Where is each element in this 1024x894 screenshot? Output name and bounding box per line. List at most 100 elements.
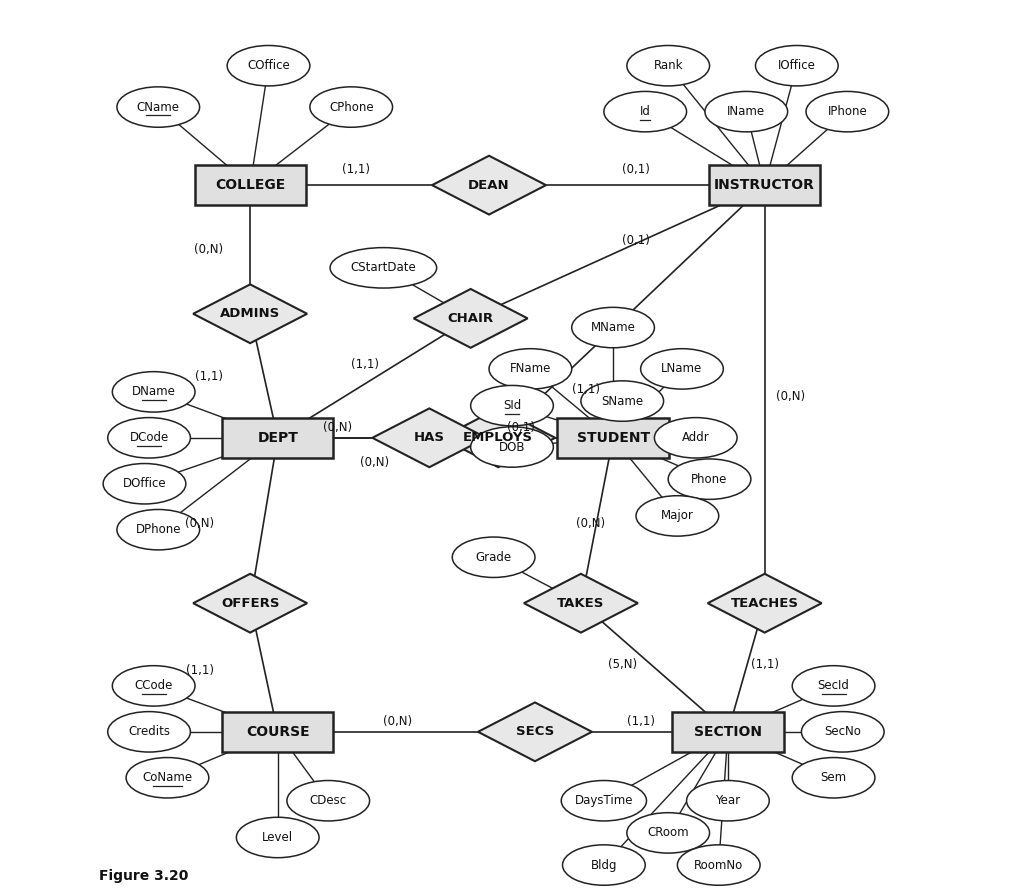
Ellipse shape [581, 381, 664, 421]
Ellipse shape [627, 813, 710, 853]
Text: (1,1): (1,1) [351, 358, 379, 371]
Polygon shape [414, 289, 527, 348]
Text: TEACHES: TEACHES [731, 596, 799, 610]
Text: Rank: Rank [653, 59, 683, 72]
Text: DEAN: DEAN [468, 179, 510, 191]
Polygon shape [373, 409, 486, 468]
Text: CRoom: CRoom [647, 826, 689, 839]
Text: (0,1): (0,1) [623, 233, 650, 247]
Text: Major: Major [660, 510, 694, 522]
Text: DName: DName [132, 385, 175, 399]
Polygon shape [478, 703, 592, 761]
Ellipse shape [108, 417, 190, 458]
Ellipse shape [793, 666, 874, 706]
Text: (5,N): (5,N) [607, 658, 637, 671]
Text: CHAIR: CHAIR [447, 312, 494, 325]
Ellipse shape [471, 426, 553, 468]
Ellipse shape [287, 780, 370, 821]
Ellipse shape [806, 91, 889, 131]
Ellipse shape [793, 757, 874, 798]
Ellipse shape [453, 537, 535, 578]
Text: FName: FName [510, 362, 551, 375]
Ellipse shape [636, 495, 719, 536]
Text: DPhone: DPhone [135, 523, 181, 536]
FancyBboxPatch shape [557, 417, 669, 458]
Text: DOffice: DOffice [123, 477, 166, 490]
Text: Sem: Sem [820, 772, 847, 784]
Ellipse shape [113, 372, 195, 412]
Text: (0,N): (0,N) [185, 517, 214, 530]
Text: RoomNo: RoomNo [694, 858, 743, 872]
Text: (1,1): (1,1) [627, 715, 654, 729]
FancyBboxPatch shape [222, 712, 333, 752]
FancyBboxPatch shape [709, 164, 820, 206]
Text: MName: MName [591, 321, 636, 334]
Ellipse shape [237, 817, 319, 857]
Ellipse shape [641, 349, 723, 389]
Text: LName: LName [662, 362, 702, 375]
Text: (0,N): (0,N) [195, 243, 223, 256]
Ellipse shape [604, 91, 686, 131]
Ellipse shape [103, 463, 185, 504]
Text: STUDENT: STUDENT [577, 431, 649, 445]
Text: SECS: SECS [516, 725, 554, 738]
Text: HAS: HAS [414, 431, 444, 444]
Text: INSTRUCTOR: INSTRUCTOR [714, 178, 815, 192]
FancyBboxPatch shape [195, 164, 306, 206]
Text: OFFERS: OFFERS [221, 596, 280, 610]
Polygon shape [194, 284, 307, 343]
Text: Grade: Grade [475, 551, 512, 564]
Text: CoName: CoName [142, 772, 193, 784]
Text: (1,1): (1,1) [751, 658, 778, 671]
Text: DaysTime: DaysTime [574, 794, 633, 807]
Text: (1,1): (1,1) [571, 383, 599, 396]
Ellipse shape [705, 91, 787, 131]
Text: COURSE: COURSE [246, 725, 309, 738]
Polygon shape [524, 574, 638, 633]
Ellipse shape [562, 845, 645, 885]
Text: COLLEGE: COLLEGE [215, 178, 286, 192]
Text: CPhone: CPhone [329, 100, 374, 114]
Text: Addr: Addr [682, 431, 710, 444]
Text: Credits: Credits [128, 725, 170, 738]
Ellipse shape [571, 308, 654, 348]
Text: SecNo: SecNo [824, 725, 861, 738]
Text: CName: CName [137, 100, 180, 114]
Polygon shape [194, 574, 307, 633]
Ellipse shape [756, 46, 839, 86]
Text: ADMINS: ADMINS [220, 308, 281, 320]
Text: (0,1): (0,1) [507, 421, 536, 434]
Text: Year: Year [716, 794, 740, 807]
Text: (0,N): (0,N) [383, 715, 412, 729]
Text: CCode: CCode [134, 679, 173, 692]
Text: (0,N): (0,N) [575, 517, 604, 530]
Ellipse shape [686, 780, 769, 821]
Ellipse shape [669, 459, 751, 500]
Ellipse shape [627, 46, 710, 86]
Ellipse shape [654, 417, 737, 458]
Text: Bldg: Bldg [591, 858, 617, 872]
Polygon shape [432, 156, 546, 215]
Text: (1,1): (1,1) [195, 370, 223, 383]
Text: IName: IName [727, 105, 765, 118]
Ellipse shape [126, 757, 209, 798]
Text: CStartDate: CStartDate [350, 261, 416, 274]
Text: SECTION: SECTION [694, 725, 762, 738]
Text: SecId: SecId [817, 679, 850, 692]
Ellipse shape [113, 666, 195, 706]
Text: DCode: DCode [129, 431, 169, 444]
Text: (0,1): (0,1) [623, 163, 650, 176]
Polygon shape [441, 409, 555, 468]
Text: EMPLOYS: EMPLOYS [463, 431, 534, 444]
Ellipse shape [489, 349, 571, 389]
Ellipse shape [471, 385, 553, 426]
Ellipse shape [678, 845, 760, 885]
Ellipse shape [802, 712, 884, 752]
Polygon shape [708, 574, 821, 633]
Text: (1,1): (1,1) [185, 663, 214, 677]
Text: Figure 3.20: Figure 3.20 [98, 870, 188, 883]
FancyBboxPatch shape [673, 712, 783, 752]
Text: Level: Level [262, 831, 293, 844]
Ellipse shape [561, 780, 646, 821]
Ellipse shape [108, 712, 190, 752]
